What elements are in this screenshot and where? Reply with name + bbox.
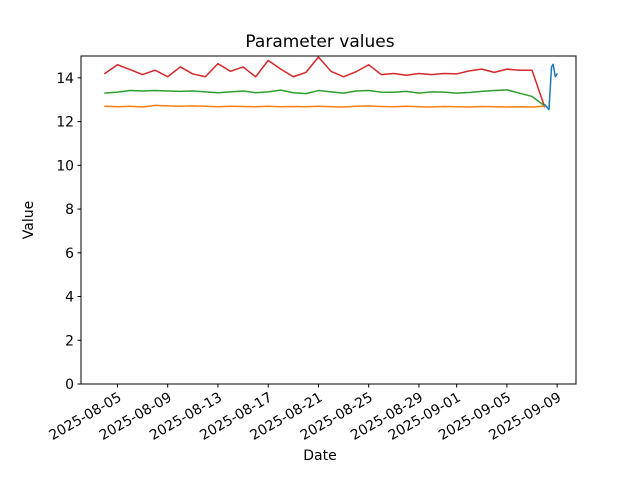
- y-tick-label: 6: [65, 246, 74, 262]
- x-axis-label: Date: [303, 448, 337, 464]
- y-tick-label: 8: [65, 202, 74, 218]
- y-tick-label: 12: [56, 115, 74, 131]
- series-blue: [543, 63, 558, 111]
- y-axis-label: Value: [21, 200, 37, 240]
- series-red: [104, 56, 546, 108]
- series-green: [104, 89, 546, 107]
- chart-title: Parameter values: [245, 32, 395, 52]
- y-tick-label: 2: [65, 333, 74, 349]
- y-tick-label: 10: [56, 158, 74, 174]
- axes-frame: [80, 55, 577, 385]
- y-tick-label: 14: [56, 71, 74, 87]
- series-orange: [104, 104, 546, 108]
- y-tick-label: 0: [65, 377, 74, 393]
- y-tick-label: 4: [65, 290, 74, 306]
